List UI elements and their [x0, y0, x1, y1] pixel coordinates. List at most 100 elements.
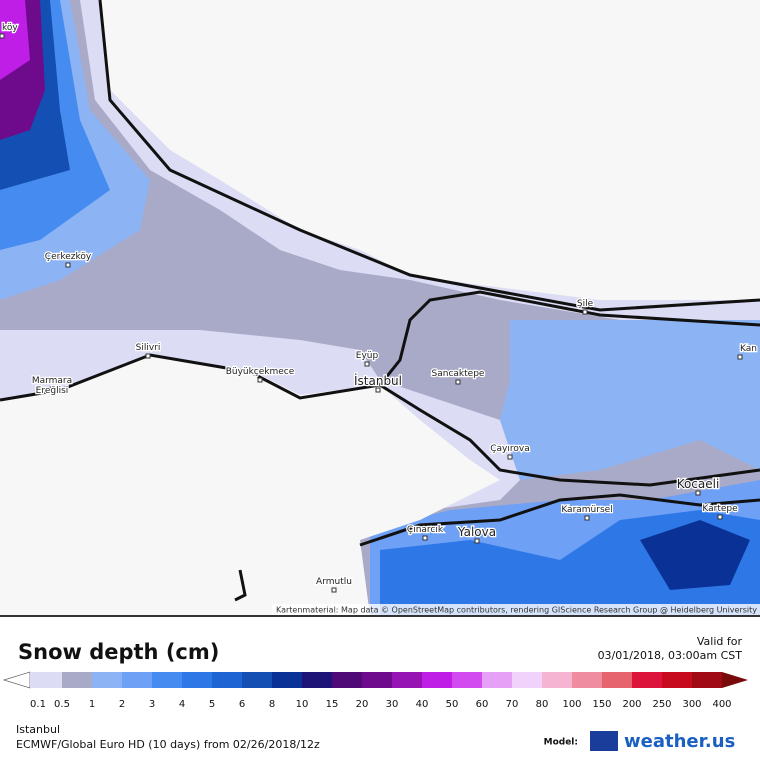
place-dot	[331, 587, 337, 593]
legend-swatch	[212, 672, 242, 688]
place-label: İstanbul	[354, 373, 402, 388]
legend-swatch	[332, 672, 362, 688]
place-dot	[145, 353, 151, 359]
legend-swatch-first	[30, 672, 38, 688]
legend-tick-label: 60	[476, 699, 489, 710]
legend-tick-label: 20	[356, 699, 369, 710]
legend-swatch	[92, 672, 122, 688]
legend-swatch	[392, 672, 422, 688]
legend-swatch	[632, 672, 662, 688]
place-label: Yalova	[457, 525, 496, 539]
place-dot	[584, 515, 590, 521]
place-label: Silivri	[136, 343, 161, 353]
place-dot	[65, 262, 71, 268]
place-dot	[257, 377, 263, 383]
legend-tick-label: 150	[592, 699, 611, 710]
legend-tick-label: 50	[446, 699, 459, 710]
place-label: Kan	[740, 344, 757, 354]
legend-arrow-low	[2, 671, 31, 689]
legend-tick-label: 250	[652, 699, 671, 710]
eu-flag	[590, 731, 618, 751]
brand: weather.us	[624, 731, 735, 752]
legend-swatch	[482, 672, 512, 688]
legend-swatch	[302, 672, 332, 688]
legend-arrow-high	[722, 672, 748, 688]
location: Istanbul	[16, 723, 60, 736]
legend-tick-label: 300	[682, 699, 701, 710]
place-label: köy	[2, 23, 18, 33]
place-dot	[422, 535, 428, 541]
place-dot	[507, 454, 513, 460]
legend-tick-label: 8	[269, 699, 275, 710]
legend-tick-label: 40	[416, 699, 429, 710]
attribution-box	[272, 604, 760, 616]
sea-marmara	[0, 355, 500, 616]
legend-swatch	[182, 672, 212, 688]
snow-8	[640, 520, 750, 590]
model-run: ECMWF/Global Euro HD (10 days) from 02/2…	[16, 738, 320, 751]
legend-tick-label: 30	[386, 699, 399, 710]
place-dot	[474, 538, 480, 544]
legend-tick-label: 2	[119, 699, 125, 710]
legend-tick-label: 0.5	[54, 699, 70, 710]
model-label: Model:	[544, 738, 578, 748]
valid-label: Valid for	[697, 635, 743, 648]
place-label: Armutlu	[316, 577, 352, 587]
place-label: Eyüp	[356, 351, 379, 361]
place-label: Kocaeli	[677, 477, 720, 491]
snow-40	[0, 0, 30, 80]
valid-time: 03/01/2018, 03:00am CST	[598, 649, 743, 662]
coastline-asian	[379, 383, 760, 487]
place-label: Marmara Ereğlisi	[32, 376, 72, 396]
island	[234, 569, 247, 602]
place-label: Karamürsel	[561, 505, 612, 515]
place-label: Çerkezköy	[45, 252, 92, 262]
legend-swatch	[122, 672, 152, 688]
legend-swatch	[572, 672, 602, 688]
legend-swatch	[152, 672, 182, 688]
legend-swatch	[512, 672, 542, 688]
legend-tick-label: 80	[536, 699, 549, 710]
legend-swatch	[602, 672, 632, 688]
legend-tick-label: 400	[712, 699, 731, 710]
place-dot	[717, 514, 723, 520]
place-dot	[737, 354, 743, 360]
place-label: Sancaktepe	[432, 369, 485, 379]
place-dot	[375, 387, 381, 393]
legend-tick-label: 1	[89, 699, 95, 710]
legend-tick-label: 10	[296, 699, 309, 710]
legend-swatch	[38, 672, 62, 688]
legend-swatch	[422, 672, 452, 688]
legend-tick-label: 15	[326, 699, 339, 710]
place-dot	[455, 379, 461, 385]
place-dot	[695, 490, 701, 496]
legend-swatch	[662, 672, 692, 688]
legend-tick-label: 100	[562, 699, 581, 710]
legend-tick-label: 5	[209, 699, 215, 710]
place-label: Şile	[577, 299, 594, 309]
coastline-north	[98, 0, 760, 312]
place-label: Büyükçekmece	[226, 367, 295, 377]
coastline-south	[359, 493, 760, 547]
legend-swatch	[692, 672, 722, 688]
legend-title: Snow depth (cm)	[18, 640, 219, 664]
place-dot	[364, 361, 370, 367]
place-label: Çayırova	[490, 444, 529, 454]
legend-swatch	[542, 672, 572, 688]
legend-tick-label: 6	[239, 699, 245, 710]
place-dot	[0, 33, 5, 39]
border-thrace	[0, 290, 760, 402]
legend-tick-label: 4	[179, 699, 185, 710]
legend-swatch	[272, 672, 302, 688]
legend-tick-label: 200	[622, 699, 641, 710]
legend-swatch	[362, 672, 392, 688]
legend-tick-label: 70	[506, 699, 519, 710]
legend-swatch	[452, 672, 482, 688]
legend-swatch	[242, 672, 272, 688]
legend-swatch	[62, 672, 92, 688]
legend-tick-label: 0.1	[30, 699, 46, 710]
place-dot	[49, 386, 55, 392]
snow-1-east	[500, 320, 760, 480]
